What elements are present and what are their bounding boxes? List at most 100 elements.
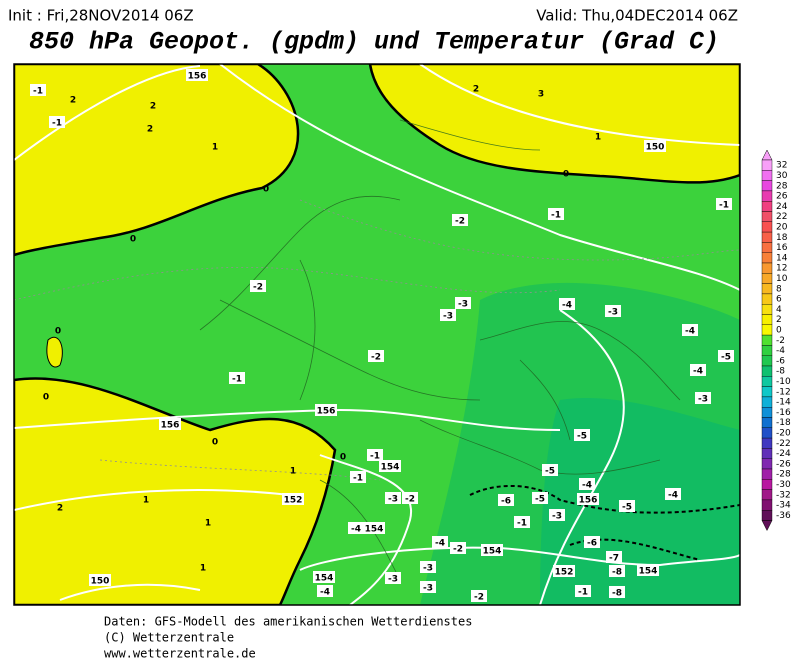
contour-label: -7	[609, 554, 619, 564]
label-box	[89, 574, 111, 586]
label-box	[367, 449, 383, 461]
legend-swatch	[761, 304, 773, 315]
legend-swatch	[761, 324, 773, 336]
label-box	[455, 297, 471, 309]
label-box	[481, 544, 503, 556]
contour-label: 156	[161, 421, 180, 431]
contour-label: 156	[188, 72, 207, 82]
legend-swatch	[761, 489, 773, 501]
contour-label: -2	[405, 495, 415, 505]
legend-label: 16	[776, 243, 788, 253]
label-box	[605, 305, 621, 317]
legend-label: -24	[776, 449, 791, 459]
legend-label: -12	[776, 387, 791, 397]
legend-label: 4	[776, 305, 782, 315]
contour-label: -2	[474, 593, 484, 603]
contour-label: -6	[501, 497, 511, 507]
label-box	[159, 418, 181, 430]
legend-label: -34	[776, 501, 791, 511]
legend-swatch	[761, 386, 773, 398]
label-box	[440, 309, 456, 321]
contour-label: -3	[423, 564, 433, 574]
legend-label: 22	[776, 212, 787, 222]
contour-label: 0	[43, 393, 49, 403]
legend-swatch	[761, 396, 773, 408]
contour-label: -3	[458, 300, 468, 310]
label-box	[350, 471, 366, 483]
map-frame	[13, 63, 741, 606]
contour-label: -2	[453, 545, 463, 555]
label-box	[549, 509, 565, 521]
contour-label: 1	[212, 143, 218, 153]
legend-label: 20	[776, 222, 788, 232]
legend-swatch	[761, 510, 773, 521]
contour-label: 1	[200, 564, 206, 574]
legend-bottom-arrow	[761, 520, 773, 532]
label-box	[49, 116, 65, 128]
label-box	[584, 536, 600, 548]
contour-label: -5	[622, 503, 632, 513]
label-box	[313, 571, 335, 583]
contour-label: 0	[55, 327, 61, 337]
init-time: Init : Fri,28NOV2014 06Z	[8, 7, 194, 25]
contour-label: -4	[435, 539, 445, 549]
contour-label: -1	[370, 452, 380, 462]
label-box	[542, 464, 558, 476]
label-box	[559, 298, 575, 310]
legend-label: 26	[776, 192, 788, 202]
legend-swatch	[761, 170, 773, 181]
legend-label: -36	[776, 511, 791, 521]
contour-label: 0	[340, 453, 346, 463]
legend-label: 14	[776, 253, 788, 263]
contour-label: -1	[33, 87, 43, 97]
legend-swatch	[761, 252, 773, 264]
legend-label: -2	[776, 336, 785, 346]
label-box	[315, 404, 337, 416]
contour-label: -4	[693, 367, 703, 377]
contour-label: -1	[551, 211, 561, 221]
label-box	[695, 392, 711, 404]
label-box	[498, 494, 514, 506]
contour-label: 3	[538, 90, 544, 100]
contour-label: 156	[317, 407, 336, 417]
map-title: 850 hPa Geopot. (gpdm) und Temperatur (G…	[29, 28, 719, 57]
legend-swatch	[761, 458, 773, 470]
contour-label: 154	[315, 574, 334, 584]
label-box	[690, 364, 706, 376]
label-box	[229, 372, 245, 384]
legend-label: -30	[776, 480, 791, 490]
contour-label: -3	[388, 575, 398, 585]
legend-label: 32	[776, 161, 787, 171]
legend-label: -32	[776, 490, 791, 500]
label-box	[665, 488, 681, 500]
label-box	[450, 542, 466, 554]
label-box	[574, 429, 590, 441]
contour-label: -4	[562, 301, 572, 311]
contour-label: -3	[552, 512, 562, 522]
label-box	[402, 492, 418, 504]
contour-label: 0	[563, 170, 569, 180]
contour-label: 152	[284, 496, 303, 506]
contour-label: -1	[517, 519, 527, 529]
legend-swatch	[761, 242, 773, 253]
legend-label: -16	[776, 408, 791, 418]
contour-label: -4	[668, 491, 678, 501]
label-box	[718, 350, 734, 362]
contour-label: 1	[290, 467, 296, 477]
label-box	[619, 500, 635, 512]
contour-label: -3	[388, 495, 398, 505]
contour-label: 152	[555, 568, 574, 578]
legend-label: -18	[776, 418, 791, 428]
label-box	[548, 208, 564, 220]
contour-label: 2	[150, 102, 156, 112]
legend-swatch	[761, 273, 773, 284]
legend-swatch	[761, 479, 773, 490]
contour-label: -1	[353, 474, 363, 484]
label-box	[452, 214, 468, 226]
contour-label: -8	[612, 568, 622, 578]
contour-label: 2	[147, 125, 153, 135]
legend-swatch	[761, 417, 773, 429]
contour-label: -1	[232, 375, 242, 385]
